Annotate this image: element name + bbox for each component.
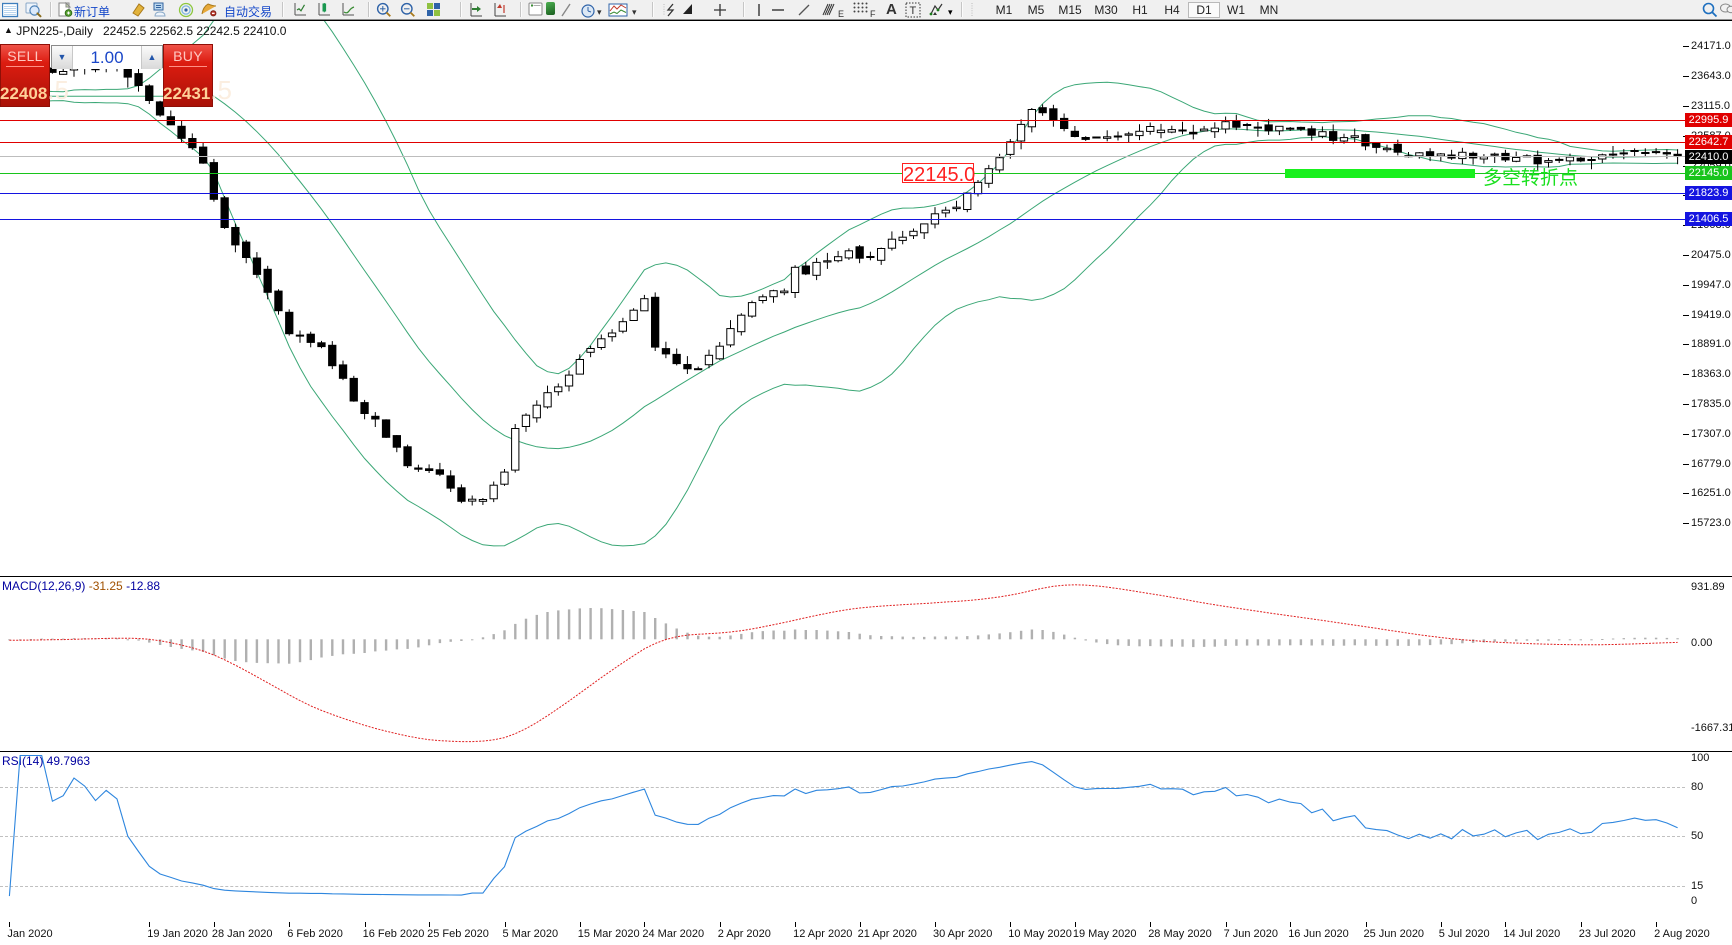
svg-text:T: T bbox=[910, 5, 917, 17]
